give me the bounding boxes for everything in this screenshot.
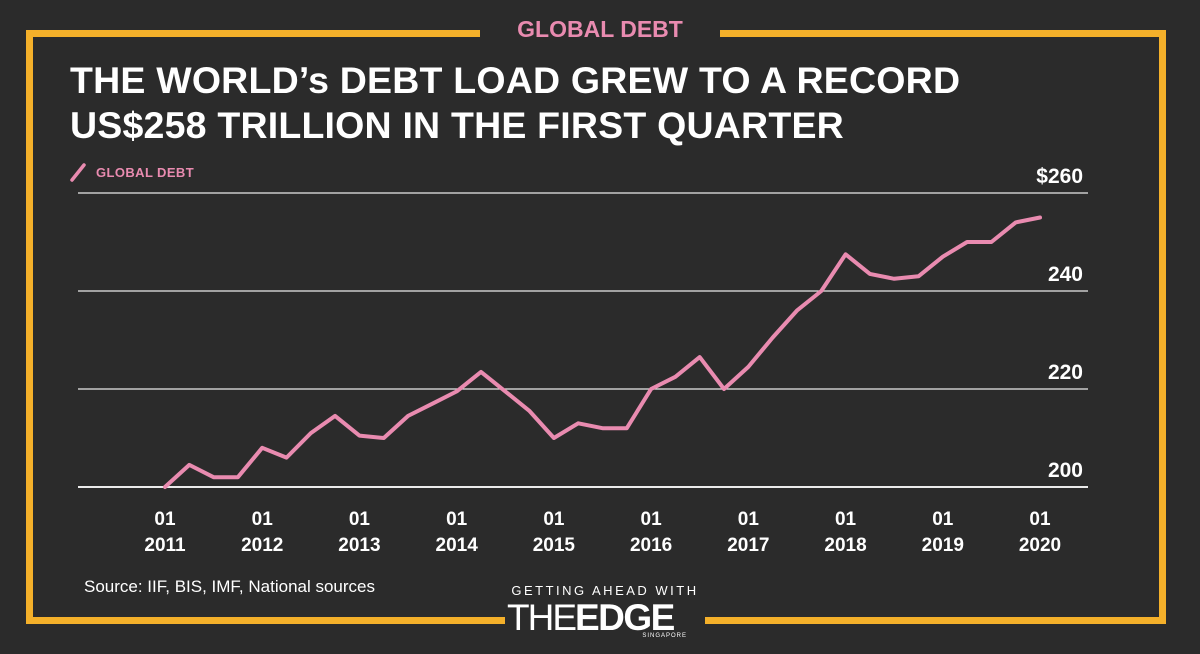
- x-tick-label-month-2019: 01: [932, 509, 954, 530]
- x-tick-label-month-2014: 01: [446, 509, 468, 530]
- legend: GLOBAL DEBT: [70, 162, 194, 182]
- x-tick-label-month-2017: 01: [738, 509, 760, 530]
- brand-wordmark: THEEDGE: [507, 596, 675, 640]
- y-tick-label-220: 220: [1048, 361, 1083, 384]
- brand-edge: EDGE: [575, 597, 675, 638]
- x-tick-label-year-2013: 2013: [338, 535, 380, 556]
- x-tick-label-year-2017: 2017: [727, 535, 769, 556]
- legend-label: GLOBAL DEBT: [96, 164, 195, 180]
- chart-title-line-1: THE WORLD’s DEBT LOAD GREW TO A RECORD: [70, 59, 961, 101]
- chart-title: THE WORLD’s DEBT LOAD GREW TO A RECORD U…: [70, 58, 1150, 148]
- x-tick-label-year-2012: 2012: [241, 535, 283, 556]
- x-tick-label-month-2011: 01: [154, 509, 176, 530]
- x-tick-label-month-2016: 01: [641, 509, 663, 530]
- series-line-global-debt: [163, 215, 1042, 489]
- x-tick-label-month-2020: 01: [1029, 509, 1051, 530]
- x-tick-label-year-2011: 2011: [144, 535, 186, 556]
- brand-subtitle: SINGAPORE: [642, 633, 687, 639]
- y-tick-label-200: 200: [1048, 459, 1083, 482]
- x-tick-label-month-2012: 01: [252, 509, 274, 530]
- chart-title-line-2: US$258 TRILLION IN THE FIRST QUARTER: [70, 104, 844, 146]
- x-tick-label-year-2014: 2014: [436, 535, 479, 556]
- x-tick-label-year-2018: 2018: [824, 535, 866, 556]
- x-tick-label-year-2019: 2019: [922, 535, 964, 556]
- legend-swatch-icon: [70, 163, 86, 182]
- x-tick-label-month-2018: 01: [835, 509, 857, 530]
- brand-tagline: GETTING AHEAD WITH: [511, 583, 699, 598]
- source-note: Source: IIF, BIS, IMF, National sources: [84, 577, 376, 596]
- brand-the: THE: [507, 597, 577, 638]
- y-tick-label-260: $260: [1036, 165, 1083, 188]
- brand-logo: GETTING AHEAD WITH THEEDGE SINGAPORE: [505, 583, 705, 643]
- y-tick-label-240: 240: [1048, 263, 1083, 286]
- x-tick-label-month-2013: 01: [349, 509, 371, 530]
- x-tick-label-year-2016: 2016: [630, 535, 672, 556]
- x-tick-label-month-2015: 01: [543, 509, 565, 530]
- x-tick-label-year-2015: 2015: [533, 535, 576, 556]
- x-tick-label-year-2020: 2020: [1019, 535, 1061, 556]
- header-tag: GLOBAL DEBT: [480, 10, 720, 50]
